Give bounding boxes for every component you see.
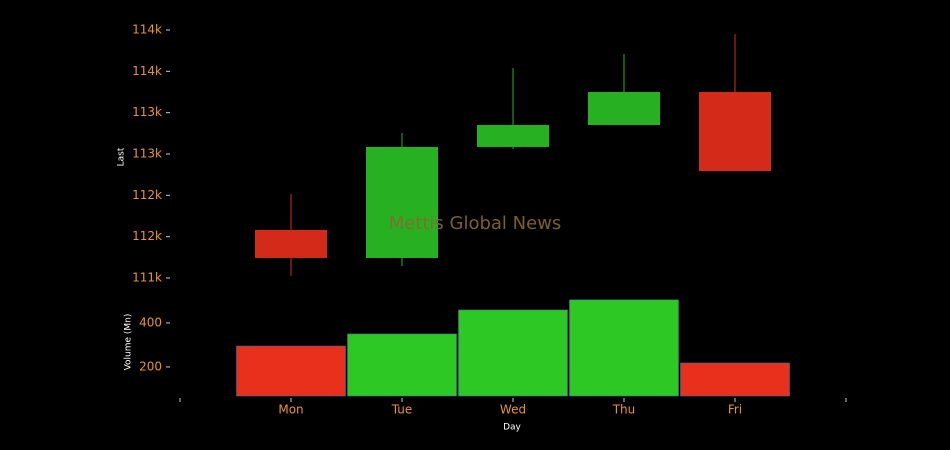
y-axis-label: Last <box>117 147 127 166</box>
x-tick-label: Thu <box>612 403 636 417</box>
volume-axis-label: Volume (Mn) <box>124 314 134 371</box>
volume-bar <box>347 333 457 397</box>
volume-tick-label: 400 <box>139 315 162 329</box>
y-tick-label: 112k <box>132 188 162 202</box>
watermark: Mettis Global News <box>389 213 562 234</box>
y-tick-label: 113k <box>132 105 162 119</box>
x-tick-label: Tue <box>391 403 413 417</box>
x-tick-label: Mon <box>278 403 303 417</box>
x-tick-label: Wed <box>500 403 526 417</box>
y-tick-label: 113k <box>132 146 162 160</box>
y-tick-label: 112k <box>132 229 162 243</box>
volume-bar <box>680 362 790 397</box>
volume-bar <box>569 299 679 397</box>
volume-bar <box>236 345 346 397</box>
candle-body <box>255 229 327 258</box>
x-tick-label: Fri <box>728 403 742 417</box>
y-tick-label: 111k <box>132 270 162 284</box>
candle-body <box>588 91 660 125</box>
y-tick-label: 114k <box>132 64 162 78</box>
volume-tick-label: 200 <box>139 359 162 373</box>
x-axis-label: Day <box>503 423 521 433</box>
candle-body <box>477 124 549 147</box>
y-tick-label: 114k <box>132 23 162 37</box>
candle-body <box>366 146 438 258</box>
candle-body <box>699 91 771 172</box>
volume-bar <box>458 309 568 397</box>
